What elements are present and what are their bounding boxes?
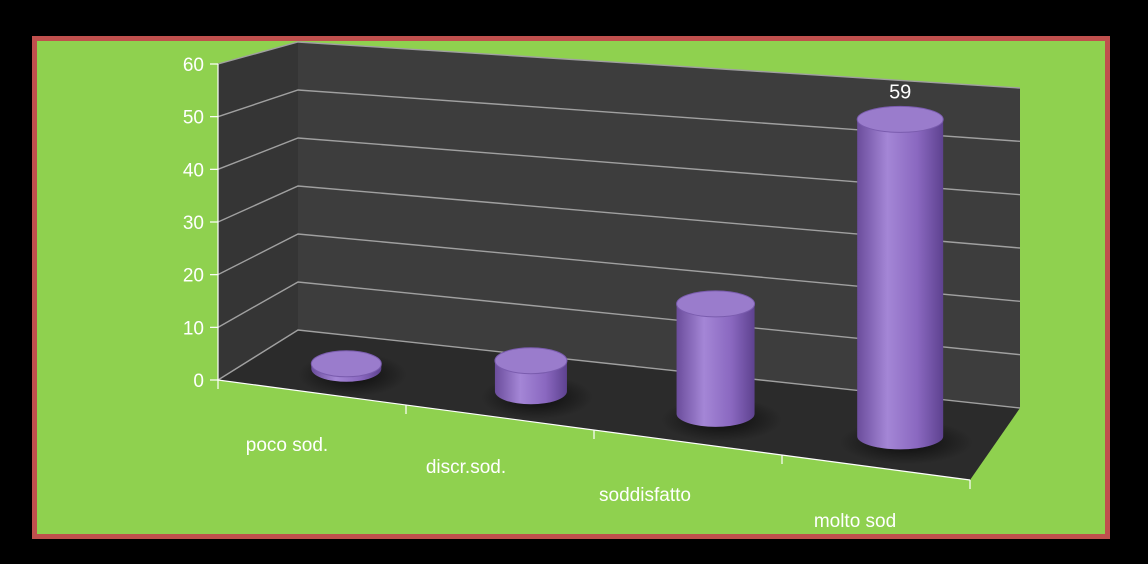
bars (298, 105, 973, 465)
y-tick-label-0: 0 (193, 371, 204, 392)
side-wall (218, 42, 298, 380)
gridline-40 (217, 137, 1021, 196)
bar-1 (481, 347, 593, 420)
gridline-0 (217, 329, 1021, 409)
axes (210, 63, 971, 489)
gridline-10 (217, 281, 1021, 356)
bar-3 (839, 105, 973, 465)
x-category-label-0: poco sod. (246, 435, 328, 456)
bar-body (857, 119, 944, 450)
bar-0 (298, 350, 407, 397)
bar-top (310, 350, 382, 378)
y-tick-label-50: 50 (183, 108, 204, 129)
x-category-label-1: discr.sod. (426, 457, 506, 478)
back-wall (298, 42, 1020, 408)
y-tick-label-60: 60 (183, 55, 204, 76)
x-category-label-3: molto sod (814, 511, 896, 532)
grid-lines (217, 41, 1021, 409)
y-tick-label-20: 20 (183, 266, 204, 287)
bar-top (856, 105, 944, 133)
gridline-20 (217, 233, 1021, 303)
x-category-label-2: soddisfatto (599, 485, 691, 506)
gridline-50 (217, 89, 1021, 143)
y-tick-label-30: 30 (183, 213, 204, 234)
y-tick-label-40: 40 (183, 160, 204, 181)
bar-top (494, 347, 568, 375)
bar-body (676, 303, 755, 427)
data-label-3: 59 (889, 81, 911, 103)
y-tick-label-10: 10 (183, 318, 204, 339)
chart-walls (218, 42, 1020, 480)
bar-2 (661, 290, 783, 442)
floor (218, 330, 1020, 480)
gridline-60 (217, 41, 1021, 89)
labels: 0 10 20 30 40 50 60 59 poco sod. discr.sod. soddis… (183, 55, 911, 532)
bar-top (676, 290, 756, 318)
gridline-30 (217, 185, 1021, 249)
